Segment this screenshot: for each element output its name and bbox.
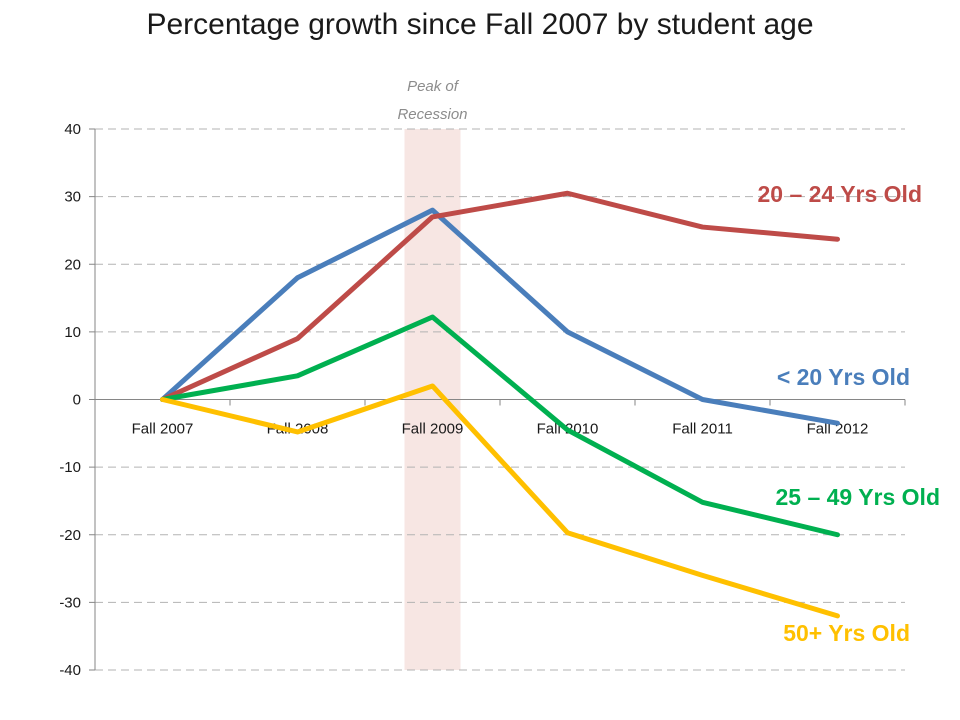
x-tick-label: Fall 2009: [402, 421, 464, 438]
series-label: < 20 Yrs Old: [777, 364, 910, 390]
y-tick-label: -10: [59, 459, 81, 476]
series-labels: < 20 Yrs Old 20 – 24 Yrs Old 25 – 49 Yrs O…: [757, 181, 940, 646]
x-tick-labels: Fall 2007 Fall 2008 Fall 2009 Fall 2010 Fall…: [132, 421, 869, 438]
series-line: [160, 383, 840, 619]
y-tick-label: 10: [64, 324, 81, 341]
y-tick-labels: 40 30 20 10 0 -10 -20 -30 -40: [59, 121, 81, 679]
series-label: 50+ Yrs Old: [783, 620, 910, 646]
y-tick-label: 0: [73, 392, 81, 409]
recession-note-line2: Recession: [397, 106, 467, 123]
y-tick-label: -30: [59, 594, 81, 611]
y-tick-label: 40: [64, 121, 81, 138]
series-line: [160, 207, 840, 426]
series-line: [160, 314, 840, 538]
gridlines: [95, 128, 905, 671]
chart-title: Percentage growth since Fall 2007 by stu…: [146, 8, 814, 41]
series-lines: [160, 190, 840, 619]
y-tick-label: 30: [64, 189, 81, 206]
y-tick-label: 20: [64, 256, 81, 273]
y-tick-label: -20: [59, 527, 81, 544]
series-line: [160, 190, 840, 402]
x-tick-label: Fall 2007: [132, 421, 194, 438]
series-label: 20 – 24 Yrs Old: [757, 181, 922, 207]
recession-note-line1: Peak of: [407, 78, 460, 95]
x-tick-label: Fall 2011: [672, 421, 733, 438]
x-tick-label: Fall 2012: [807, 421, 869, 438]
axes: [89, 128, 906, 671]
series-label: 25 – 49 Yrs Old: [775, 484, 940, 510]
y-tick-label: -40: [59, 662, 81, 679]
